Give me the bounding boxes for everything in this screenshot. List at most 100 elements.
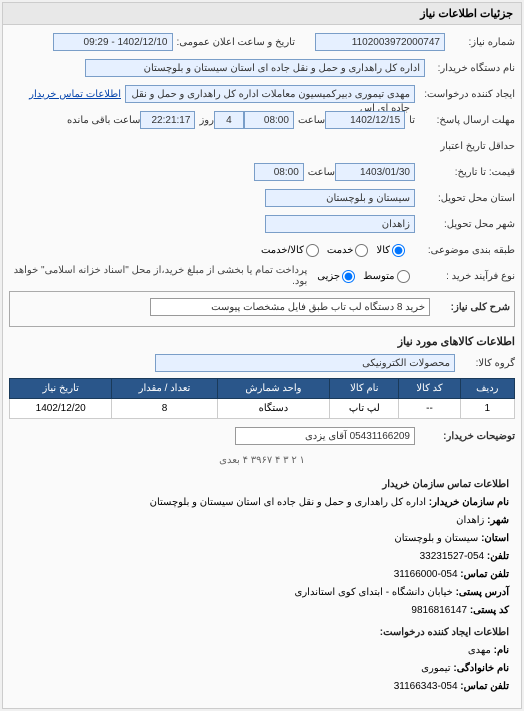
th-code: کد کالا xyxy=(399,379,460,399)
explanations-field: 05431166209 آقای یزدی xyxy=(235,427,415,445)
contact-postal-label: کد پستی: xyxy=(470,605,509,616)
need-number-label: شماره نیاز: xyxy=(445,37,515,48)
buyer-org-field: اداره کل راهداری و حمل و نقل جاده ای است… xyxy=(85,59,425,77)
pager[interactable]: ۱ ۲ ۳ ۴ ۳۹۶۷ ۴ بعدی xyxy=(9,451,515,470)
radio-partial-input[interactable] xyxy=(342,270,355,283)
th-unit: واحد شمارش xyxy=(217,379,330,399)
contact-fax-row: تلفن تماس: 054-31166000 xyxy=(15,566,509,584)
creator-lastname-label: نام خانوادگی: xyxy=(453,663,509,674)
need-desc-fieldset: شرح کلی نیاز: خرید 8 دستگاه لب تاب طبق ف… xyxy=(9,291,515,327)
radio-service[interactable]: خدمت xyxy=(327,244,369,257)
contact-fax-value: 054-31166000 xyxy=(394,569,458,580)
td-index: 1 xyxy=(460,399,514,419)
creator-lastname-row: نام خانوادگی: تیموری xyxy=(15,660,509,678)
form-body: شماره نیاز: 1102003972000747 تاریخ و ساع… xyxy=(3,25,521,708)
credit-time-field: 08:00 xyxy=(254,163,304,181)
creator-name-value: مهدی xyxy=(468,645,491,656)
category-label: طبقه بندی موضوعی: xyxy=(405,245,515,256)
contact-section-title: اطلاعات تماس سازمان خریدار xyxy=(15,476,509,494)
city-field: زاهدان xyxy=(265,215,415,233)
contact-province-value: سیستان و بلوچستان xyxy=(394,533,478,544)
panel-title: جزئیات اطلاعات نیاز xyxy=(3,3,521,25)
deadline-time-field: 08:00 xyxy=(244,111,294,129)
province-field: سیستان و بلوچستان xyxy=(265,189,415,207)
announce-datetime-field: 1402/12/10 - 09:29 xyxy=(53,33,173,51)
creator-name-label: نام: xyxy=(494,645,509,656)
need-number-field: 1102003972000747 xyxy=(315,33,445,51)
th-date: تاریخ نیاز xyxy=(10,379,112,399)
radio-goods[interactable]: کالا xyxy=(376,244,405,257)
radio-goods-service[interactable]: کالا/خدمت xyxy=(261,244,319,257)
radio-service-input[interactable] xyxy=(355,244,368,257)
day-label: روز xyxy=(195,115,214,126)
buyer-contact-link[interactable]: اطلاعات تماس خریدار xyxy=(25,89,125,100)
group-field: محصولات الکترونیکی xyxy=(155,354,455,372)
td-code: -- xyxy=(399,399,460,419)
deadline-label: مهلت ارسال پاسخ: xyxy=(415,115,515,126)
contact-phone-label: تلفن: xyxy=(487,551,509,562)
contact-org-value: اداره کل راهداری و حمل و نقل جاده ای است… xyxy=(150,497,426,508)
requester-label: ایجاد کننده درخواست: xyxy=(415,89,515,100)
contact-org-label: نام سازمان خریدار: xyxy=(429,497,509,508)
category-radio-group: کالا خدمت کالا/خدمت xyxy=(261,244,405,257)
radio-medium[interactable]: متوسط xyxy=(363,270,409,283)
contact-fax-label: تلفن تماس: xyxy=(460,569,509,580)
explanations-label: توضیحات خریدار: xyxy=(415,431,515,442)
requester-field: مهدی تیموری دبیرکمیسیون معاملات اداره کل… xyxy=(125,85,415,103)
contact-address-value: خیابان دانشگاه - ابتدای کوی استانداری xyxy=(295,587,453,598)
radio-goods-input[interactable] xyxy=(392,244,405,257)
contact-section: اطلاعات تماس سازمان خریدار نام سازمان خر… xyxy=(9,470,515,702)
province-label: استان محل تحویل: xyxy=(415,193,515,204)
radio-medium-input[interactable] xyxy=(397,270,410,283)
th-name: نام کالا xyxy=(330,379,399,399)
deadline-date-field: 1402/12/15 xyxy=(325,111,405,129)
announce-datetime-label: تاریخ و ساعت اعلان عمومی: xyxy=(173,37,296,48)
to-label-1: تا xyxy=(405,115,415,126)
contact-postal-value: 9816816147 xyxy=(411,605,467,616)
table-row: 1 -- لپ تاپ دستگاه 8 1402/12/20 xyxy=(10,399,515,419)
process-type-label: نوع فرآیند خرید : xyxy=(410,271,515,282)
items-table: ردیف کد کالا نام کالا واحد شمارش تعداد /… xyxy=(9,378,515,419)
process-explain: پرداخت تمام یا بخشی از مبلغ خرید،از محل … xyxy=(9,265,307,287)
group-label: گروه کالا: xyxy=(455,358,515,369)
contact-province-label: استان: xyxy=(481,533,509,544)
creator-phone-row: تلفن تماس: 054-31166343 xyxy=(15,678,509,696)
contact-address-row: آدرس پستی: خیابان دانشگاه - ابتدای کوی ا… xyxy=(15,584,509,602)
creator-phone-value: 054-31166343 xyxy=(394,681,458,692)
city-label: شهر محل تحویل: xyxy=(415,219,515,230)
days-remaining-field: 4 xyxy=(214,111,244,129)
remaining-label: ساعت باقی مانده xyxy=(63,115,140,126)
contact-address-label: آدرس پستی: xyxy=(456,587,509,598)
contact-province-row: استان: سیستان و بلوچستان xyxy=(15,530,509,548)
td-unit: دستگاه xyxy=(217,399,330,419)
table-header-row: ردیف کد کالا نام کالا واحد شمارش تعداد /… xyxy=(10,379,515,399)
creator-lastname-value: تیموری xyxy=(421,663,450,674)
creator-name-row: نام: مهدی xyxy=(15,642,509,660)
credit-expiry-label: حداقل تاریخ اعتبار xyxy=(415,141,515,152)
need-desc-label: شرح کلی نیاز: xyxy=(430,302,510,313)
contact-city-row: شهر: زاهدان xyxy=(15,512,509,530)
radio-goods-service-input[interactable] xyxy=(306,244,319,257)
time-label-1: ساعت xyxy=(294,115,325,126)
contact-city-value: زاهدان xyxy=(456,515,484,526)
td-qty: 8 xyxy=(112,399,217,419)
creator-phone-label: تلفن تماس: xyxy=(460,681,509,692)
contact-postal-row: کد پستی: 9816816147 xyxy=(15,602,509,620)
radio-partial[interactable]: جزیی xyxy=(317,270,355,283)
buyer-org-label: نام دستگاه خریدار: xyxy=(425,63,515,74)
price-to-date-label: قیمت: تا تاریخ: xyxy=(415,167,515,178)
contact-phone-value: 054-33231527 xyxy=(420,551,485,562)
time-label-2: ساعت xyxy=(304,167,335,178)
contact-org-row: نام سازمان خریدار: اداره کل راهداری و حم… xyxy=(15,494,509,512)
time-remaining-field: 22:21:17 xyxy=(140,111,195,129)
creator-section-title: اطلاعات ایجاد کننده درخواست: xyxy=(15,624,509,642)
contact-phone-row: تلفن: 054-33231527 xyxy=(15,548,509,566)
th-qty: تعداد / مقدار xyxy=(112,379,217,399)
td-date: 1402/12/20 xyxy=(10,399,112,419)
credit-date-field: 1403/01/30 xyxy=(335,163,415,181)
td-name: لپ تاپ xyxy=(330,399,399,419)
process-radio-group: متوسط جزیی xyxy=(317,270,409,283)
contact-city-label: شهر: xyxy=(487,515,509,526)
details-panel: جزئیات اطلاعات نیاز شماره نیاز: 11020039… xyxy=(2,2,522,709)
th-index: ردیف xyxy=(460,379,514,399)
